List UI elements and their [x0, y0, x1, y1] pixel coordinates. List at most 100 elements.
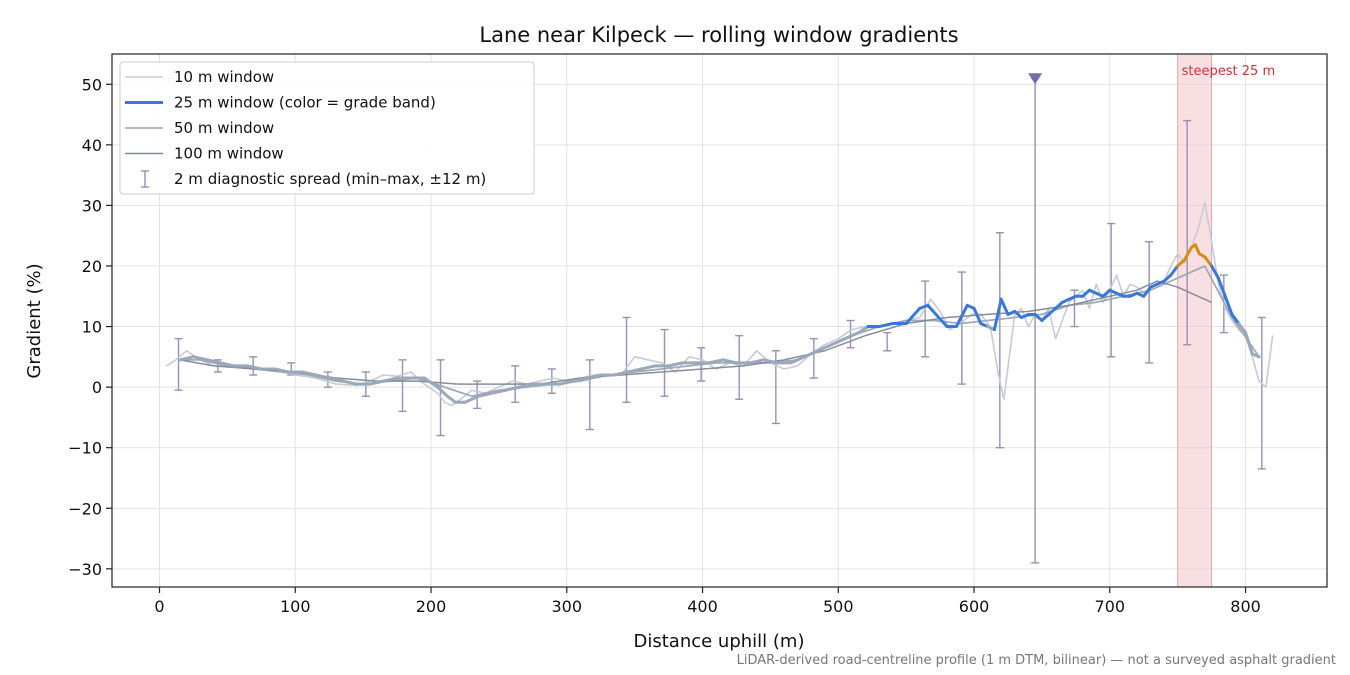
steepest-label: steepest 25 m: [1182, 64, 1275, 79]
legend-label: 50 m window: [174, 119, 274, 137]
series-line-w25-segment: [504, 385, 521, 392]
legend-entry-w100: 100 m window: [125, 145, 284, 163]
steepest-highlight: [1177, 54, 1213, 587]
series-line-w25-segment: [1216, 276, 1227, 298]
series-line-w25-segment: [999, 297, 1010, 316]
series-line-w25-segment: [992, 297, 1003, 332]
series-line-w25-segment: [1162, 273, 1173, 283]
series-line-w25-segment: [558, 379, 576, 386]
series-line-w25-segment: [857, 325, 870, 335]
y-tick-label: 40: [82, 136, 102, 155]
series-line-w25-segment: [1223, 294, 1234, 316]
legend-entry-w10: 10 m window: [125, 68, 274, 86]
legend-label: 10 m window: [174, 68, 274, 86]
series-line-w25-segment: [219, 361, 236, 368]
series-line-w25-segment: [843, 331, 861, 341]
series-line-w25-segment: [667, 361, 684, 368]
y-axis: −30 −20 −10 0 10 20 30 40 50: [68, 75, 112, 579]
series-line-w25-segment: [816, 343, 833, 353]
series-line-w25-segment: [1142, 285, 1153, 298]
series-line-w25-segment: [1244, 331, 1254, 356]
series-line-w25-segment: [246, 364, 263, 371]
series-line-w25-segment: [1237, 322, 1248, 335]
series-line-w25-segment: [1203, 255, 1214, 268]
legend-label: 25 m window (color = grade band): [174, 94, 436, 112]
series-line-w25-segment: [517, 382, 535, 389]
y-tick-label: −10: [68, 439, 102, 458]
x-tick-label: 600: [959, 597, 990, 616]
series-lines: [165, 201, 1274, 407]
y-tick-label: 20: [82, 257, 102, 276]
series-line-w25-segment: [191, 355, 209, 362]
series-line-w25-segment: [1210, 264, 1220, 280]
series-line-w25-segment: [314, 373, 331, 380]
chart-title: Lane near Kilpeck — rolling window gradi…: [479, 23, 958, 47]
series-line-w25-segment: [422, 376, 440, 389]
series-line-w25-segment: [368, 379, 386, 386]
y-tick-label: 0: [92, 378, 102, 397]
series-line-w25-segment: [490, 388, 508, 395]
series-line-w25-segment: [762, 358, 779, 365]
series-line-w25-segment: [1040, 312, 1051, 322]
x-tick-label: 200: [416, 597, 447, 616]
series-line-w25-segment: [1230, 312, 1241, 326]
x-axis-label: Distance uphill (m): [634, 631, 805, 652]
series-line-w25-segment: [1182, 246, 1193, 262]
legend-entry-w25: 25 m window (color = grade band): [125, 94, 436, 112]
series-line-w25-segment: [585, 373, 603, 380]
series-line-w25-segment: [789, 355, 806, 365]
series-line-w25-segment: [1013, 309, 1024, 319]
series-line-w25-segment: [1053, 300, 1064, 310]
series-line-w25-segment: [612, 370, 630, 377]
outlier-marker: [1028, 73, 1043, 85]
series-line-w25-segment: [1101, 288, 1112, 298]
series-line-w25-segment: [341, 379, 358, 386]
series-line-w25-segment: [972, 306, 983, 326]
y-tick-label: 50: [82, 75, 102, 94]
y-tick-label: 30: [82, 196, 102, 215]
x-tick-label: 300: [552, 597, 583, 616]
legend-entry-diag: 2 m diagnostic spread (min–max, ±12 m): [141, 170, 486, 188]
series-line-w25-segment: [178, 355, 195, 362]
series-line-w25-segment: [300, 370, 318, 377]
series-line-w25-segment: [273, 367, 290, 374]
series-line-w25-segment: [205, 358, 223, 365]
x-axis: 0 100 200 300 400 500 600 700 800: [154, 587, 1261, 616]
legend-box: [119, 61, 535, 195]
x-tick-label: 400: [687, 597, 718, 616]
series-line-w25-segment: [904, 306, 922, 326]
series-line-w25-segment: [436, 385, 449, 398]
x-tick-label: 800: [1230, 597, 1261, 616]
x-tick-label: 0: [154, 597, 164, 616]
series-line-w25-segment: [721, 358, 738, 365]
series-line-w25-segment: [707, 358, 725, 365]
y-tick-label: 10: [82, 318, 102, 337]
series-line-w25-segment: [626, 367, 643, 374]
series-line-w25-segment: [477, 391, 494, 398]
legend: 10 m window 25 m window (color = grade ba…: [119, 61, 535, 195]
series-line-w25-segment: [463, 394, 481, 404]
diagnostic-spread: [174, 77, 1266, 564]
series-line-w25-segment: [1047, 306, 1057, 316]
x-tick-label: 100: [280, 597, 311, 616]
series-line-w25-segment: [829, 337, 847, 347]
series-line-w25-segment: [802, 349, 820, 359]
series-line-w25-segment: [445, 394, 457, 404]
series-line-w25-segment: [1081, 288, 1091, 298]
series-line-w25-segment: [748, 358, 766, 365]
x-tick-label: 500: [823, 597, 854, 616]
series-line-w25-segment: [926, 303, 938, 316]
y-tick-label: −30: [68, 560, 102, 579]
series-line-w25-segment: [934, 312, 949, 329]
series-line-w25-segment: [639, 364, 657, 371]
series-line-w25-segment: [382, 376, 399, 383]
x-tick-label: 700: [1095, 597, 1126, 616]
legend-label: 2 m diagnostic spread (min–max, ±12 m): [174, 170, 486, 188]
series-line-w25-segment: [1033, 312, 1044, 322]
series-line-w25-segment: [1193, 243, 1201, 256]
series-line-w25-segment: [1169, 264, 1180, 277]
plot-frame: [111, 53, 1328, 588]
series-line-w25-segment: [877, 322, 895, 329]
y-tick-label: −20: [68, 499, 102, 518]
